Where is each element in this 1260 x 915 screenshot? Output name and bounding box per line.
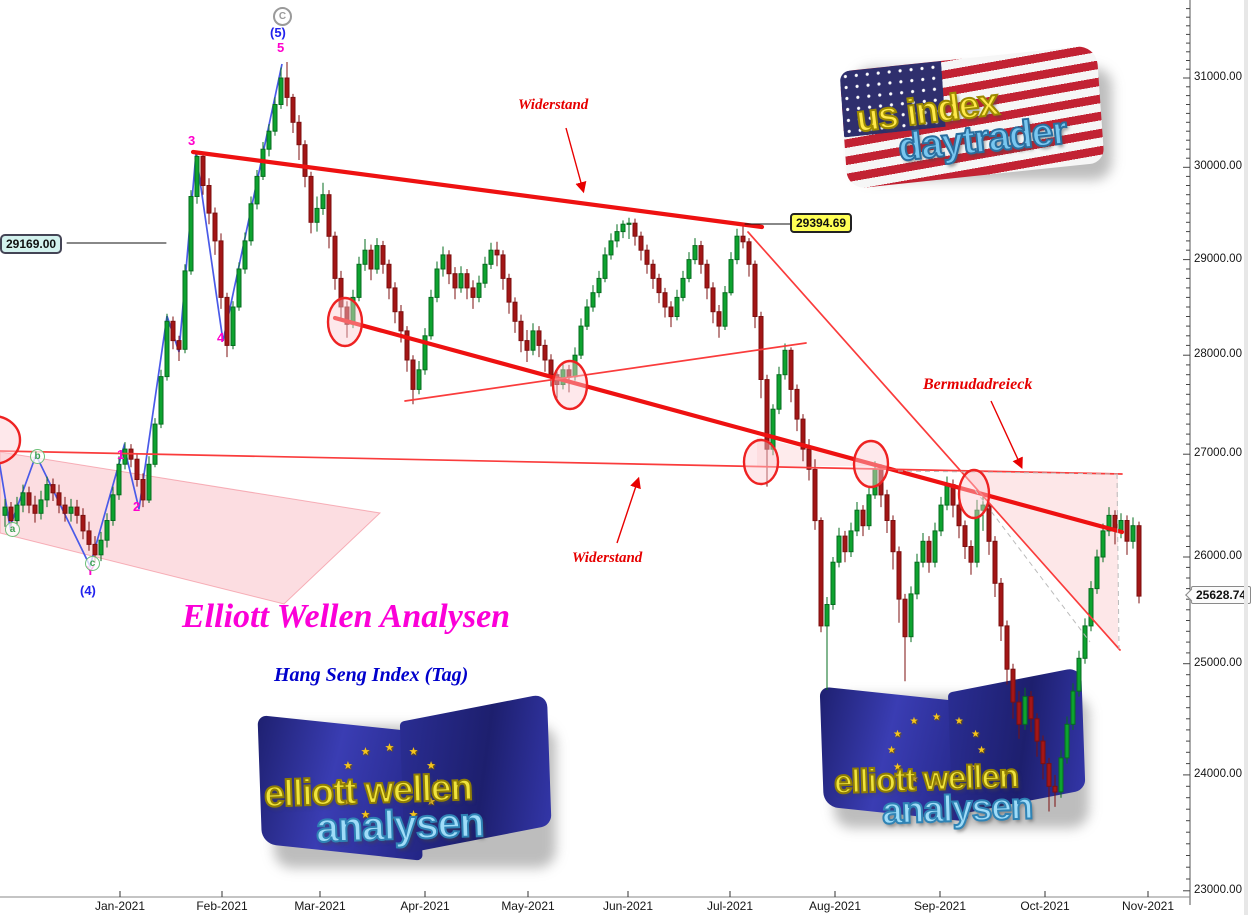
x-axis-label: Oct-2021 bbox=[1020, 899, 1070, 913]
vertical-scrollbar[interactable] bbox=[1244, 0, 1248, 915]
x-axis-label: Jul-2021 bbox=[706, 899, 754, 913]
wave-label-c: c bbox=[85, 556, 100, 571]
wave-label-3: 3 bbox=[188, 133, 196, 148]
horizontal-resistance-line bbox=[0, 450, 1123, 475]
y-axis-label: 31000.00 bbox=[1194, 71, 1242, 83]
resistance-label-upper: Widerstand bbox=[518, 97, 589, 113]
wave-label-1: 1 bbox=[117, 447, 125, 462]
y-axis-label: 27000.00 bbox=[1194, 447, 1242, 460]
highlight-ellipse bbox=[957, 468, 991, 520]
dashed-guide-line bbox=[974, 489, 1091, 643]
candles bbox=[2, 62, 1142, 812]
elliott-wave-path bbox=[0, 63, 283, 569]
y-axis-label: 29000.00 bbox=[1194, 252, 1242, 265]
y-axis-label: 24000.00 bbox=[1194, 767, 1242, 780]
highlight-ellipse bbox=[0, 415, 22, 465]
bermuda-arrow bbox=[990, 400, 1023, 470]
resistance-upper-trendline bbox=[190, 149, 765, 230]
highlight-ellipse bbox=[852, 439, 890, 489]
x-axis-label: Mar-2021 bbox=[294, 899, 346, 913]
x-axis-label: Jan-2021 bbox=[94, 899, 146, 913]
wave-label-c: C bbox=[273, 7, 292, 26]
y-axis-label: 23000.00 bbox=[1194, 883, 1242, 896]
x-axis-label: Sep-2021 bbox=[913, 899, 967, 913]
x-axis-label: May-2021 bbox=[501, 899, 555, 913]
wave-label-5: 5 bbox=[277, 40, 285, 55]
widerstand-upper-arrow bbox=[565, 127, 587, 194]
rising-trendline bbox=[404, 342, 807, 402]
dashed-guide-line bbox=[897, 470, 1119, 475]
chart-subtitle: Hang Seng Index (Tag) bbox=[274, 664, 469, 686]
highlight-ellipse bbox=[742, 438, 780, 486]
elliott-wellen-analysen-logo-left: ★ ★ ★ ★ ★ ★ ★ ★ ★ ★ ★ ★ elliott wellen analysen bbox=[252, 693, 556, 875]
wave-label-4: (4) bbox=[80, 583, 96, 598]
elliott-wellen-analysen-logo-right: ★ ★ ★ ★ ★ ★ ★ ★ ★ ★ ★ ★ elliott wellen analysen bbox=[812, 666, 1097, 842]
current-price-tag: 25628.74 bbox=[1191, 586, 1252, 605]
dashed-guide-line bbox=[1116, 473, 1120, 650]
widerstand-lower-arrow bbox=[616, 476, 641, 544]
wave-label-5: (5) bbox=[270, 25, 286, 40]
mid-trendline bbox=[332, 315, 1125, 535]
resistance-label-lower: Widerstand bbox=[572, 550, 643, 566]
highlight-ellipse bbox=[326, 296, 364, 348]
steep-trendline bbox=[747, 231, 1121, 651]
x-axis-label: Nov-2021 bbox=[1121, 899, 1175, 913]
watermark-title: Elliott Wellen Analysen bbox=[182, 598, 511, 635]
y-axis-label: 30000.00 bbox=[1194, 160, 1242, 173]
x-axis-label: Jun-2021 bbox=[602, 899, 654, 913]
wave-label-4: 4 bbox=[217, 330, 225, 345]
pink-channel bbox=[0, 451, 382, 605]
us-index-daytrader-logo: us index daytrader bbox=[839, 44, 1125, 192]
y-axis-label: 25000.00 bbox=[1194, 656, 1242, 669]
x-axis-label: Apr-2021 bbox=[400, 899, 450, 913]
bermuda-triangle-label: Bermudadreieck bbox=[923, 376, 1033, 393]
x-axis-label: Feb-2021 bbox=[196, 899, 248, 913]
price-marker-29169: 29169.00 bbox=[0, 233, 63, 254]
logo-text-analysen: analysen bbox=[314, 798, 485, 852]
y-axis-label: 28000.00 bbox=[1194, 348, 1242, 361]
price-marker-29394: 29394.69 bbox=[790, 212, 853, 233]
wave-label-a: a bbox=[5, 522, 20, 537]
highlight-ellipse bbox=[551, 359, 589, 411]
wave-label-b: b bbox=[30, 449, 45, 464]
x-axis-label: Aug-2021 bbox=[808, 899, 862, 913]
wave-label-2: 2 bbox=[133, 499, 141, 514]
y-axis-label: 26000.00 bbox=[1194, 549, 1242, 562]
